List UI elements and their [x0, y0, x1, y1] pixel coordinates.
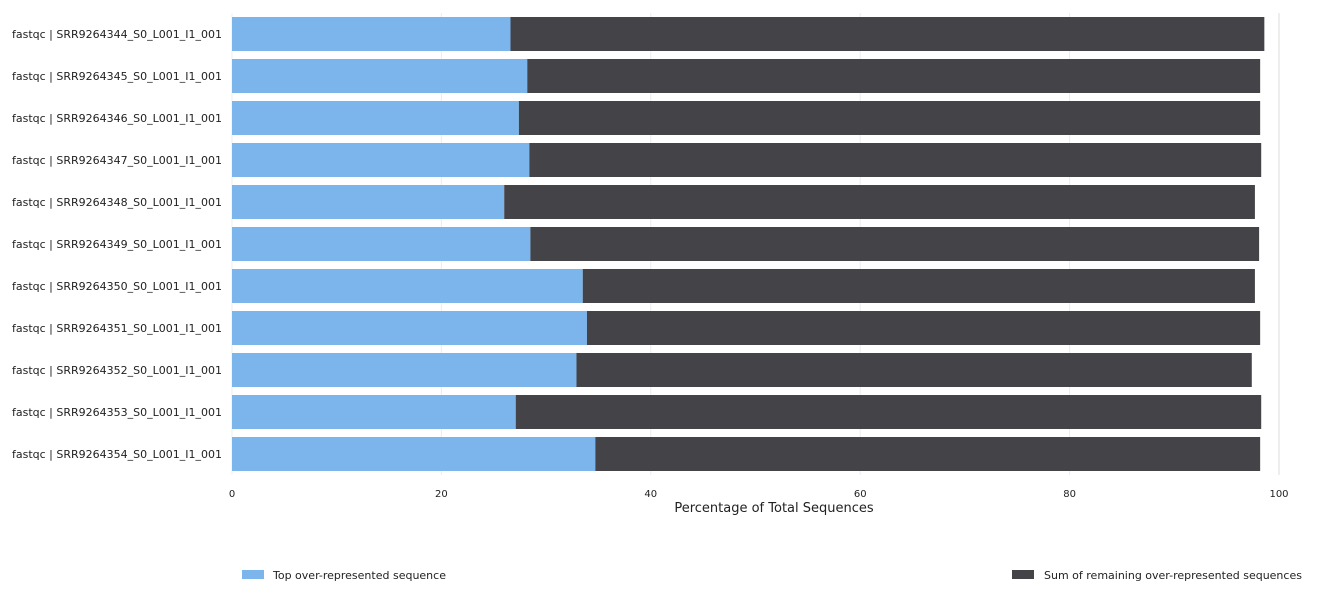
bar-remaining-sequences-0[interactable]: [510, 17, 1265, 51]
x-tick-label-20: 20: [435, 489, 448, 500]
legend: Top over-represented sequence Sum of rem…: [242, 569, 1302, 582]
bar-top-sequence-9[interactable]: [232, 395, 516, 429]
bar-remaining-sequences-3[interactable]: [529, 143, 1262, 177]
bar-top-sequence-7[interactable]: [232, 311, 587, 345]
bar-remaining-sequences-9[interactable]: [515, 395, 1262, 429]
bar-top-sequence-10[interactable]: [232, 437, 596, 471]
category-label-6: fastqc | SRR9264350_S0_L001_I1_001: [12, 280, 222, 293]
bar-remaining-sequences-5[interactable]: [530, 227, 1260, 261]
category-label-8: fastqc | SRR9264352_S0_L001_I1_001: [12, 364, 222, 377]
bar-remaining-sequences-6[interactable]: [582, 269, 1255, 303]
bar-remaining-sequences-8[interactable]: [576, 353, 1252, 387]
x-tick-label-40: 40: [644, 489, 657, 500]
legend-swatch-remaining-sequences[interactable]: [1012, 570, 1034, 579]
category-labels: fastqc | SRR9264344_S0_L001_I1_001fastqc…: [12, 28, 222, 461]
bar-remaining-sequences-2[interactable]: [518, 101, 1261, 135]
legend-label-top-sequence[interactable]: Top over-represented sequence: [272, 569, 446, 582]
bar-top-sequence-4[interactable]: [232, 185, 505, 219]
category-label-3: fastqc | SRR9264347_S0_L001_I1_001: [12, 154, 222, 167]
x-tick-label-0: 0: [229, 489, 235, 500]
category-label-7: fastqc | SRR9264351_S0_L001_I1_001: [12, 322, 222, 335]
bar-top-sequence-0[interactable]: [232, 17, 511, 51]
category-label-9: fastqc | SRR9264353_S0_L001_I1_001: [12, 406, 222, 419]
category-label-0: fastqc | SRR9264344_S0_L001_I1_001: [12, 28, 222, 41]
category-label-5: fastqc | SRR9264349_S0_L001_I1_001: [12, 238, 222, 251]
bar-remaining-sequences-10[interactable]: [595, 437, 1261, 471]
bar-top-sequence-8[interactable]: [232, 353, 577, 387]
category-label-2: fastqc | SRR9264346_S0_L001_I1_001: [12, 112, 222, 125]
category-label-10: fastqc | SRR9264354_S0_L001_I1_001: [12, 448, 222, 461]
bar-remaining-sequences-7[interactable]: [586, 311, 1261, 345]
bar-remaining-sequences-4[interactable]: [504, 185, 1255, 219]
x-tick-label-80: 80: [1063, 489, 1076, 500]
bar-top-sequence-1[interactable]: [232, 59, 528, 93]
legend-swatch-top-sequence[interactable]: [242, 570, 264, 579]
bars-group: [232, 17, 1265, 471]
category-label-4: fastqc | SRR9264348_S0_L001_I1_001: [12, 196, 222, 209]
bar-top-sequence-2[interactable]: [232, 101, 519, 135]
bar-remaining-sequences-1[interactable]: [527, 59, 1261, 93]
bar-top-sequence-6[interactable]: [232, 269, 583, 303]
x-tick-label-60: 60: [854, 489, 867, 500]
bar-top-sequence-5[interactable]: [232, 227, 531, 261]
bar-top-sequence-3[interactable]: [232, 143, 530, 177]
x-axis-title: Percentage of Total Sequences: [674, 501, 874, 516]
x-axis-ticks: 0 20 40 60 80 100: [229, 489, 1289, 500]
x-tick-label-100: 100: [1269, 489, 1288, 500]
legend-label-remaining-sequences[interactable]: Sum of remaining over-represented sequen…: [1044, 569, 1302, 582]
category-label-1: fastqc | SRR9264345_S0_L001_I1_001: [12, 70, 222, 83]
